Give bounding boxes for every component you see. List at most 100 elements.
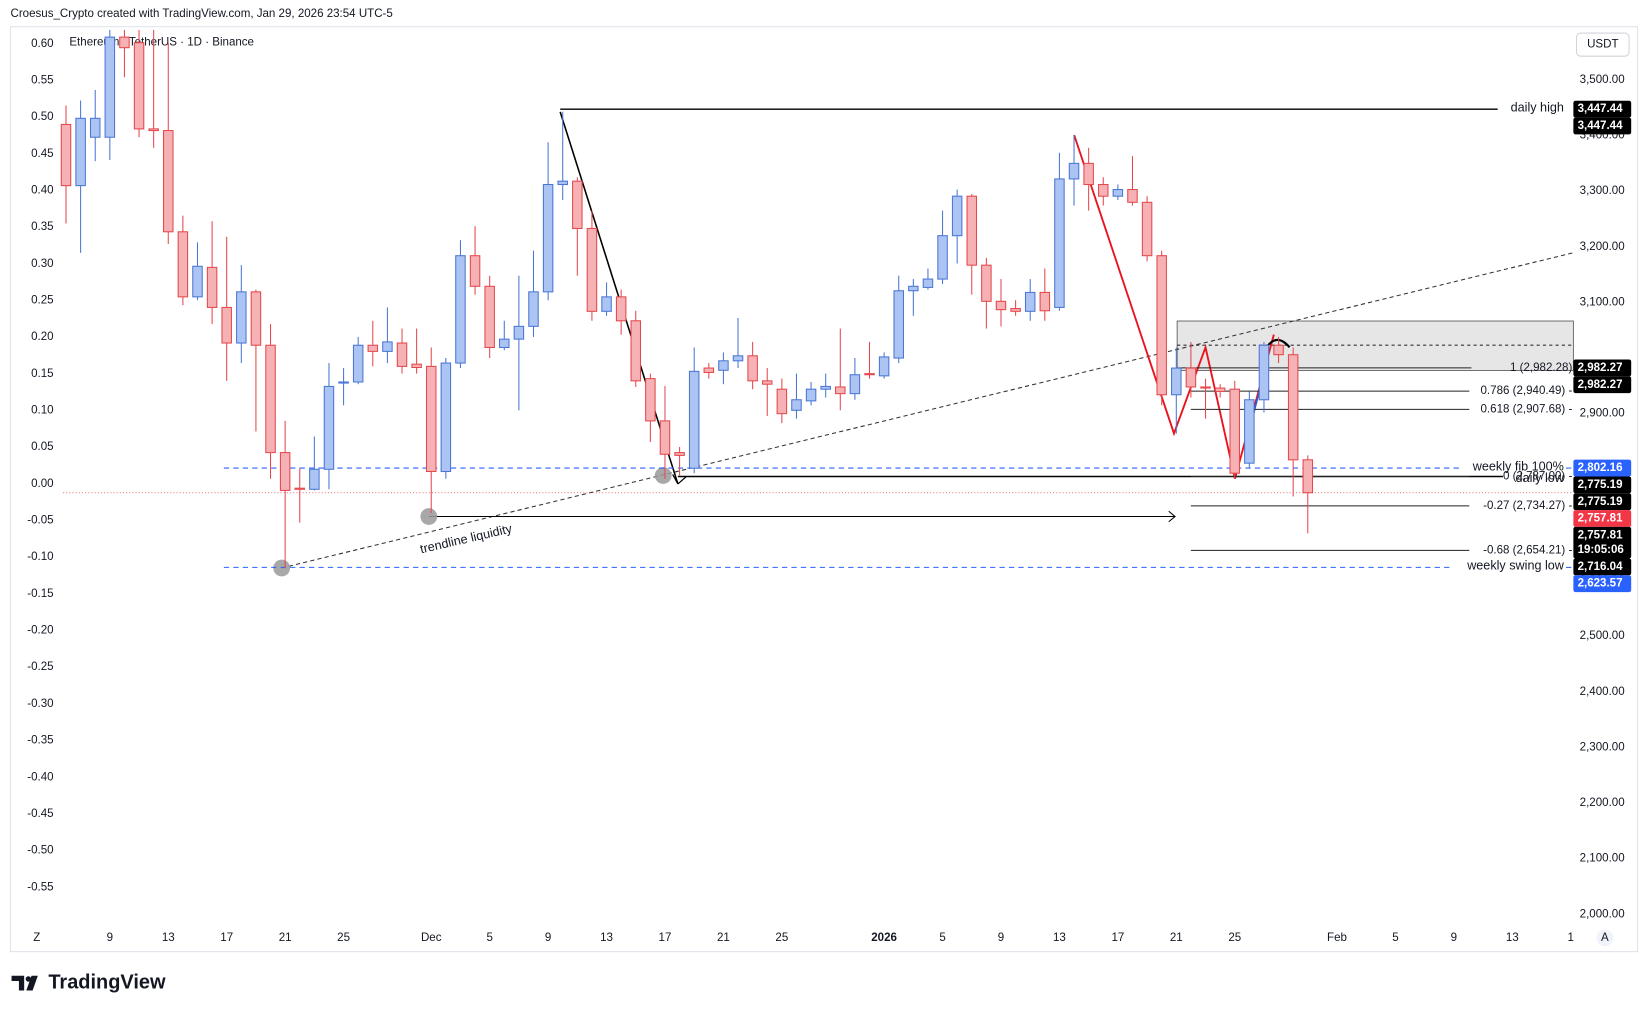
x-tick-label: 2026 (871, 932, 897, 944)
x-tick-label: 5 (1392, 932, 1398, 944)
candle-body (761, 380, 773, 385)
zoom-button[interactable]: Z (33, 932, 40, 944)
candle-body (163, 130, 174, 233)
logo-text: TradingView (48, 971, 166, 993)
candle-body (382, 341, 393, 352)
candle-body (279, 452, 291, 491)
candle-body (1024, 291, 1036, 312)
candle-body (338, 381, 349, 384)
level-label: daily high (1511, 100, 1564, 114)
candle-body (411, 363, 422, 369)
y2-tick-label: 0.60 (31, 38, 53, 50)
candle-body (688, 370, 700, 469)
candle-body (908, 285, 919, 292)
candle-body (250, 291, 262, 346)
fib-label: 0.786 (2,940.49) - (1481, 385, 1573, 397)
candle-body (922, 278, 934, 288)
y2-tick-label: -0.35 (27, 735, 53, 747)
price-tag (1573, 526, 1632, 559)
y2-tick-label: -0.40 (27, 771, 53, 783)
y2-tick-label: -0.55 (27, 881, 53, 893)
currency-box[interactable] (1576, 32, 1630, 57)
x-tick-label: 21 (717, 932, 730, 944)
candle-body (440, 362, 452, 473)
price-tag (1573, 558, 1632, 576)
y2-tick-label: -0.15 (27, 588, 53, 600)
annotation: trendline liquidity (419, 521, 514, 556)
x-tick-label: Dec (421, 932, 442, 944)
x-tick-label: 21 (1170, 932, 1183, 944)
price-tag-label: 2,802.16 (1578, 462, 1623, 474)
candle-body (835, 386, 846, 395)
price-tag-label: 2,757.81 (1578, 529, 1624, 541)
candle-body (1127, 188, 1138, 203)
price-tag (1573, 376, 1632, 394)
pivot (420, 508, 438, 525)
candle-body (542, 183, 554, 293)
candle-body (601, 296, 612, 312)
y2-tick-label: 0.30 (31, 258, 53, 270)
y2-tick-label: -0.20 (27, 625, 53, 637)
x-tick-label: 5 (486, 932, 492, 944)
price-tag (1573, 510, 1632, 527)
logo: TradingView (11, 971, 166, 993)
level-label: daily low (1516, 471, 1565, 485)
x-tick-label: 9 (1451, 932, 1457, 944)
candle-body (981, 264, 992, 302)
symbol: Ethereum / TetherUS · 1D · Binance (69, 37, 254, 49)
trendline (281, 252, 1574, 569)
candle-body (1112, 188, 1124, 197)
candle-body (148, 128, 159, 132)
candle-body (1141, 201, 1153, 257)
pivot (273, 559, 291, 577)
x-tick-label: 1 (1568, 932, 1574, 944)
auto-button[interactable]: A (1601, 932, 1609, 944)
x-tick-label: Feb (1327, 932, 1347, 944)
candle-body (528, 291, 539, 327)
currency[interactable]: USDT (1587, 39, 1618, 51)
pivot (654, 467, 672, 484)
x-tick-label: 21 (279, 932, 292, 944)
candle-body (1273, 344, 1284, 356)
y2-tick-label: -0.50 (27, 845, 53, 857)
y-tick-label: 2,200.00 (1580, 797, 1625, 809)
candle-body (1171, 367, 1182, 396)
candle-body (703, 367, 715, 374)
candle-body (995, 300, 1007, 311)
auto-button-bg[interactable] (1596, 929, 1614, 947)
candle-body (718, 360, 729, 371)
fib-label: -0.68 (2,654.21) - (1483, 544, 1572, 556)
x-tick-label: 9 (545, 932, 551, 944)
x-tick-label: 25 (1228, 932, 1241, 944)
candle-body (133, 42, 145, 130)
y2-tick-label: -0.25 (27, 661, 53, 673)
price-tag (1573, 493, 1632, 511)
candle-body (1287, 354, 1299, 461)
candle-body (1068, 162, 1080, 180)
logo-icon (11, 975, 38, 991)
fib-label: 0.618 (2,907.68) - (1481, 403, 1573, 415)
candle-body (236, 291, 247, 344)
candle-body (206, 266, 218, 308)
candle-body (499, 338, 510, 348)
attribution: Croesus_Crypto created with TradingView.… (11, 8, 393, 20)
y2-tick-label: 0.05 (31, 441, 53, 453)
y-tick-label: 2,100.00 (1580, 853, 1625, 865)
candle-body (659, 420, 671, 455)
y2-tick-label: -0.05 (27, 515, 53, 527)
candle-body (192, 265, 203, 298)
chart-frame (9, 26, 1639, 953)
candle-body (484, 285, 495, 348)
level-label: weekly fib 100% (1472, 459, 1564, 473)
y2-tick-label: -0.10 (27, 551, 53, 563)
fib-label: -0.27 (2,734.27) - (1483, 500, 1572, 512)
fib-label: 0 (2,787.00) - (1503, 471, 1572, 483)
candle-body (805, 388, 817, 402)
candle-body (645, 378, 656, 422)
price-tag-label: 2,757.81 (1578, 513, 1624, 525)
candle-body (893, 290, 904, 359)
y2-tick-label: 0.40 (31, 185, 53, 197)
y-tick-label: 3,500.00 (1580, 74, 1625, 86)
price-tag-label: 2,716.04 (1578, 561, 1624, 573)
